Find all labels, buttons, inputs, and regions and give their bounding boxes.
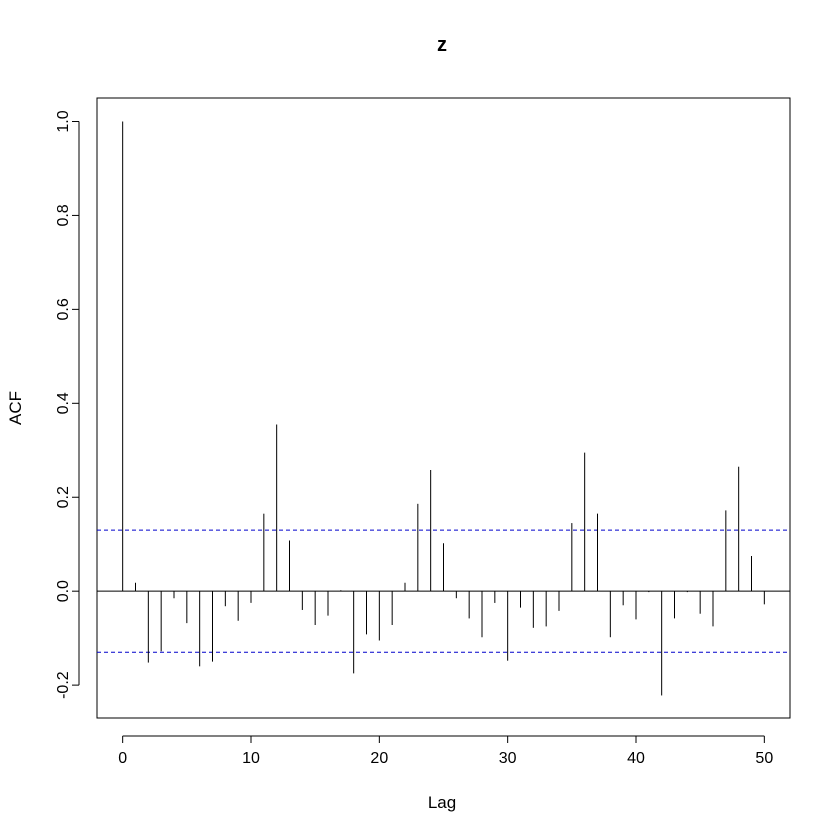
x-tick-label: 50: [755, 750, 773, 767]
x-tick-label: 20: [370, 750, 388, 767]
y-tick-label: 1.0: [55, 110, 72, 132]
chart-title: z: [437, 34, 447, 56]
y-tick-label: 0.8: [55, 204, 72, 226]
y-tick-label: 0.2: [55, 486, 72, 508]
x-tick-label: 0: [118, 750, 127, 767]
plot-frame: [96, 97, 791, 719]
x-axis-label: Lag: [428, 793, 456, 812]
x-tick-label: 30: [499, 750, 517, 767]
y-tick-label: 0.4: [55, 392, 72, 414]
y-tick-label: -0.2: [55, 671, 72, 699]
x-tick-label: 10: [242, 750, 260, 767]
x-tick-label: 40: [627, 750, 645, 767]
y-tick-label: 0.6: [55, 298, 72, 320]
plot-area: 0 10 20 30 40 50 -0.2 0.0 0.2 0.4 0.6 0.8 1.0: [55, 110, 790, 767]
y-axis-label: ACF: [6, 391, 25, 425]
y-tick-label: 0.0: [55, 580, 72, 602]
